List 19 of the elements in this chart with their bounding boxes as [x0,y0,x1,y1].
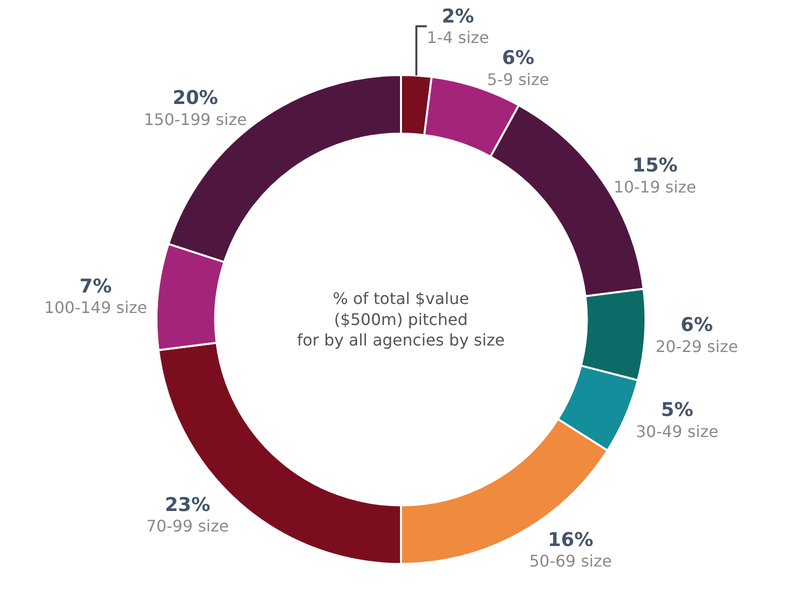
slice-label: 50-69 size [529,552,612,571]
slice-label: 150-199 size [144,110,247,129]
data-label: 6% [680,314,713,336]
data-label: 6% [502,47,534,70]
text: % of total $value ($500m) pitched for by all agencies by size [297,289,505,350]
data-label: 15% [632,154,678,177]
slice-label: 5-9 size [487,70,550,89]
data-label: 5% [661,399,694,421]
slice-label: 1-4 size [426,28,490,48]
slice-label: 20-29 size [655,336,738,356]
slice-label: 30-49 size [636,422,718,441]
data-label: 23% [164,494,210,516]
data-label: 20% [172,87,218,110]
data-label: 2% [442,5,474,28]
slice-label: 100-149 size [44,298,148,318]
slice-label: 10-19 size [614,177,696,196]
data-label: 7% [80,275,112,298]
data-label: 16% [548,528,594,551]
slice-label: 70-99 size [146,516,229,536]
